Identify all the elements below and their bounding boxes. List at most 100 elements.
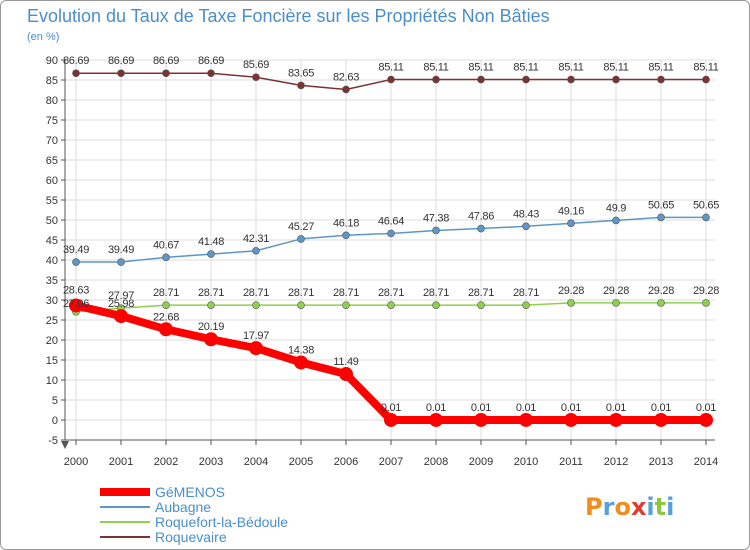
- data-point: [297, 81, 305, 90]
- y-tick-label: -5: [48, 435, 58, 447]
- data-label: 29.28: [603, 285, 629, 297]
- y-tick-label: 20: [46, 335, 58, 347]
- data-label: 47.38: [423, 212, 449, 224]
- data-label: 28.71: [423, 287, 449, 299]
- data-label: 85.11: [693, 62, 718, 74]
- data-point: [387, 301, 395, 309]
- data-label: 48.43: [513, 208, 539, 220]
- y-tick-label: 0: [52, 415, 58, 427]
- y-tick-label: 25: [46, 315, 58, 327]
- proxiti-logo: Proxiti: [585, 493, 674, 521]
- x-tick-label: 2008: [424, 456, 448, 468]
- data-label: 28.71: [153, 287, 179, 299]
- data-label: 42.31: [243, 233, 269, 245]
- data-label: 41.48: [198, 236, 224, 248]
- data-point: [657, 75, 665, 84]
- data-point: [252, 301, 260, 309]
- data-label: 85.11: [423, 62, 448, 74]
- data-point: [69, 298, 83, 313]
- grid: [65, 59, 715, 441]
- data-point: [567, 299, 575, 307]
- data-label: 29.28: [693, 285, 719, 297]
- data-point: [114, 309, 128, 324]
- data-point: [384, 412, 398, 427]
- y-tick-label: 5: [52, 395, 58, 407]
- data-label: 85.11: [648, 62, 673, 74]
- data-point: [612, 299, 620, 307]
- series-GéMENOS: [69, 298, 713, 427]
- data-label: 28.71: [378, 287, 404, 299]
- data-point: [294, 355, 308, 370]
- data-point: [702, 299, 710, 307]
- data-point: [339, 367, 353, 382]
- data-point: [657, 213, 665, 222]
- data-point: [117, 69, 125, 78]
- logo-letter: P: [585, 493, 603, 521]
- data-point: [342, 231, 350, 240]
- legend-label: GéMENOS: [155, 484, 225, 500]
- data-label: 49.16: [558, 205, 584, 217]
- y-tick-label: 15: [46, 355, 58, 367]
- logo-letter: r: [603, 493, 615, 521]
- data-label: 28.63: [63, 284, 89, 296]
- data-label: 46.64: [378, 215, 404, 227]
- data-label: 50.65: [648, 199, 674, 211]
- data-label: 86.69: [198, 55, 224, 67]
- y-tick-label: 30: [46, 295, 58, 307]
- data-label: 86.69: [108, 55, 134, 67]
- y-tick-label: 80: [46, 95, 58, 107]
- data-point: [477, 301, 485, 309]
- x-tick-label: 2012: [604, 456, 628, 468]
- data-label: 20.19: [198, 321, 224, 333]
- data-label: 40.67: [153, 239, 179, 251]
- data-label: 49.9: [606, 202, 626, 214]
- data-label: 45.27: [288, 221, 314, 233]
- data-label: 0.01: [516, 402, 536, 414]
- y-tick-label: 70: [46, 135, 58, 147]
- data-label: 86.69: [153, 55, 179, 67]
- data-point: [252, 73, 260, 82]
- data-point: [477, 75, 485, 84]
- y-tick-label: 75: [46, 115, 58, 127]
- data-label: 85.11: [603, 62, 628, 74]
- y-axis-arrow: [61, 441, 69, 449]
- x-tick-label: 2006: [334, 456, 358, 468]
- x-tick-label: 2009: [469, 456, 493, 468]
- data-label: 29.28: [558, 285, 584, 297]
- data-point: [567, 219, 575, 228]
- data-label: 27.06: [63, 298, 89, 310]
- data-point: [522, 75, 530, 84]
- plot-area: [65, 60, 715, 440]
- data-point: [297, 301, 305, 309]
- data-label: 85.11: [558, 62, 583, 74]
- data-labels: 28.63 25.98 22.68 20.19 17.97 14.38 11.49 0.01 0…: [63, 55, 720, 414]
- data-point: [432, 301, 440, 309]
- legend: GéMENOSAubagneRoquefort-la-BédouleRoquev…: [100, 484, 288, 545]
- legend-label: Aubagne: [155, 499, 211, 515]
- x-tick-label: 2003: [199, 456, 223, 468]
- series-Roquevaire: [72, 69, 710, 94]
- x-tick-label: 2004: [244, 456, 268, 468]
- data-label: 39.49: [63, 244, 89, 256]
- data-point: [654, 412, 668, 427]
- x-tick-label: 2000: [64, 456, 88, 468]
- axes: -5 0 5 10 15 20 25 30 35 40 45 50 55 60 65 70 75 80 85 90 20…: [46, 55, 718, 468]
- data-point: [342, 301, 350, 309]
- data-label: 0.01: [696, 402, 716, 414]
- series-layer: 28.63 25.98 22.68 20.19 17.97 14.38 11.49 0.01 0…: [63, 55, 719, 427]
- x-tick-label: 2001: [109, 456, 133, 468]
- y-tick-label: 50: [46, 215, 58, 227]
- data-point: [609, 412, 623, 427]
- data-point: [519, 412, 533, 427]
- data-label: 0.01: [561, 402, 581, 414]
- x-tick-label: 2010: [514, 456, 538, 468]
- data-label: 50.65: [693, 199, 719, 211]
- data-point: [162, 301, 170, 309]
- data-point: [387, 75, 395, 84]
- data-point: [207, 250, 215, 258]
- x-tick-label: 2014: [694, 456, 718, 468]
- x-tick-label: 2011: [559, 456, 583, 468]
- y-tick-label: 90: [46, 55, 58, 67]
- data-point: [657, 299, 665, 307]
- data-label: 28.71: [513, 287, 539, 299]
